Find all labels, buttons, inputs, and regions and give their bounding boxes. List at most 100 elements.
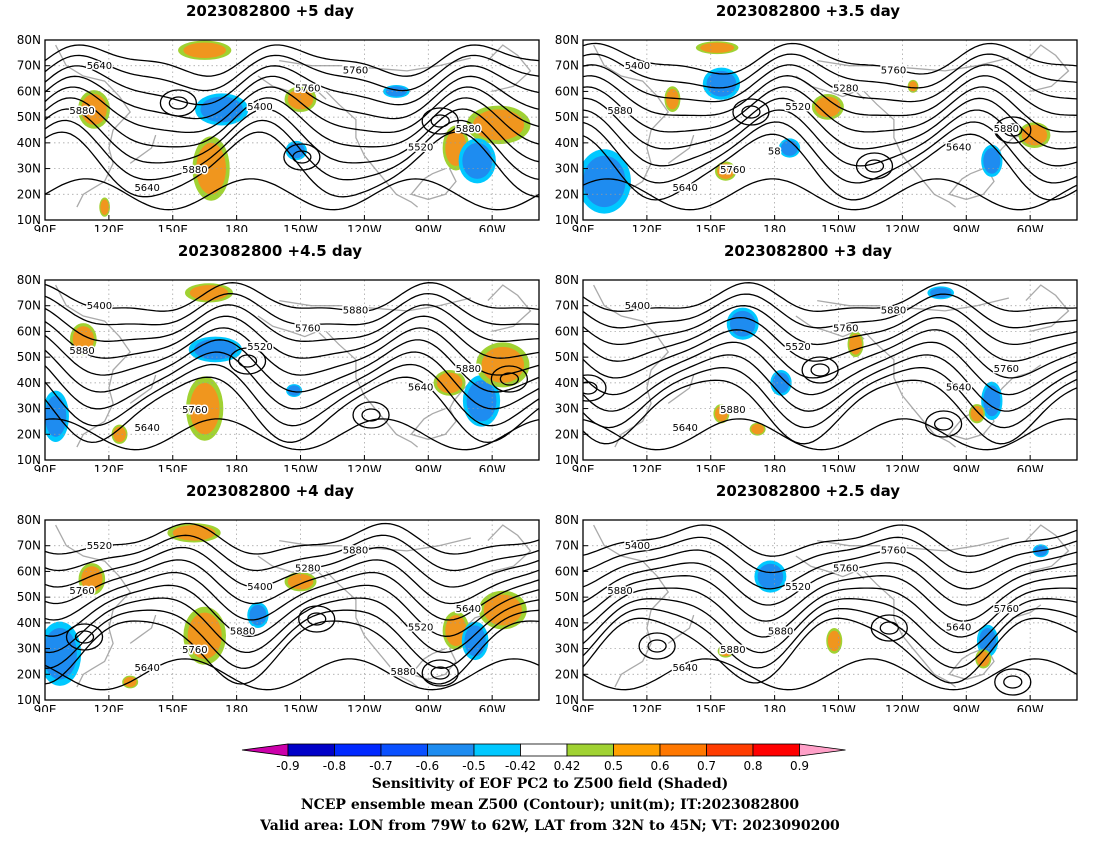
- coastline: [1025, 44, 1070, 93]
- z500-contour: [583, 293, 1077, 329]
- lat-tick-label: 70N: [555, 299, 579, 313]
- lon-tick-label: 180: [763, 703, 786, 712]
- positive-sensitivity: [113, 426, 126, 442]
- lon-tick-label: 90E: [34, 463, 57, 472]
- z500-contour: [583, 575, 1077, 622]
- caption-line-1: Sensitivity of EOF PC2 to Z500 field (Sh…: [371, 776, 729, 792]
- closed-contour: [994, 116, 1032, 144]
- lon-tick-label: 150W: [821, 463, 856, 472]
- lat-tick-label: 50N: [555, 350, 579, 364]
- positive-sensitivity: [976, 651, 990, 667]
- contour-label: 5520: [87, 541, 112, 552]
- z500-contour: [45, 315, 539, 359]
- closed-contour: [583, 374, 607, 402]
- lat-tick-label: 50N: [17, 350, 41, 364]
- z500-contour: [45, 658, 539, 691]
- panel-title: 2023082800 +3 day: [724, 242, 892, 260]
- contour-label: 5520: [408, 622, 433, 633]
- contour-label: 5760: [295, 84, 320, 95]
- z500-contour: [45, 339, 539, 393]
- coastline: [948, 124, 1042, 201]
- closed-contour: [490, 365, 529, 393]
- positive-sensitivity: [970, 406, 984, 422]
- map-panel: 2023082800 +4.5 day 5400 5520 5640 5640 5760 5…: [0, 240, 540, 472]
- contour-label: 5640: [672, 183, 697, 194]
- z500-contour: [583, 354, 1077, 412]
- map-panel: 2023082800 +4 day 5520 5400 5520 5640 5280 564…: [0, 480, 540, 712]
- closed-contour: [870, 614, 908, 642]
- lon-tick-label: 180: [763, 223, 786, 232]
- lon-tick-label: 120W: [885, 703, 920, 712]
- lon-tick-label: 150E: [696, 223, 727, 232]
- colorbar-swatch: [752, 743, 800, 757]
- positive-sensitivity: [849, 334, 862, 355]
- z500-contour: [45, 54, 539, 92]
- z500-contour: [45, 571, 539, 621]
- colorbar-svg: -0.9 -0.8 -0.7 -0.6 -0.5 -0.42 0.42 0.5 0.6 0.7 0.…: [241, 743, 846, 773]
- lat-tick-label: 50N: [555, 110, 579, 124]
- contour-label: 5640: [134, 423, 159, 434]
- colorbar-label: 0.42: [554, 759, 581, 773]
- positive-sensitivity: [81, 566, 103, 592]
- contour-label: 5640: [946, 382, 971, 393]
- lat-tick-label: 10N: [555, 453, 579, 467]
- negative-sensitivity: [249, 604, 267, 626]
- closed-contour: [283, 143, 321, 171]
- z500-contour: [583, 524, 1077, 557]
- contour-label: 5760: [881, 545, 906, 556]
- coastline: [257, 315, 327, 340]
- contour-label: 5880: [456, 364, 481, 375]
- positive-sensitivity: [719, 646, 733, 657]
- positive-sensitivity: [717, 163, 735, 179]
- contour-label: 5520: [785, 342, 810, 353]
- closed-contour: [74, 630, 95, 644]
- contour-label: 5760: [833, 564, 858, 575]
- z500-contour: [583, 53, 1077, 89]
- lat-tick-label: 10N: [17, 453, 41, 467]
- positive-sensitivity: [1021, 124, 1048, 146]
- closed-contour: [855, 152, 894, 180]
- negative-sensitivity: [706, 70, 737, 97]
- closed-contour: [307, 612, 327, 626]
- contour-label: 5520: [247, 342, 272, 353]
- coastline: [55, 44, 132, 208]
- coastline: [667, 134, 695, 164]
- closed-contour: [933, 417, 954, 431]
- lat-tick-label: 60N: [555, 84, 579, 98]
- contour-label: 5520: [785, 102, 810, 113]
- contour-label: 5640: [672, 663, 697, 674]
- positive-sensitivity: [815, 96, 841, 118]
- lat-tick-label: 10N: [17, 693, 41, 707]
- contour-label: 5640: [456, 604, 481, 615]
- closed-contour: [879, 621, 899, 635]
- map-panel: 2023082800 +2.5 day 5400 5520 5640 5640 5760 5…: [538, 480, 1078, 712]
- lat-tick-label: 70N: [17, 539, 41, 553]
- contour-label: 58: [768, 147, 781, 158]
- lat-tick-label: 60N: [17, 564, 41, 578]
- contour-label: 5400: [87, 301, 112, 312]
- z500-contour: [45, 620, 539, 685]
- lat-tick-label: 30N: [555, 402, 579, 416]
- contour-label: 5880: [881, 305, 906, 316]
- z500-contour: [583, 598, 1077, 654]
- z500-contour: [45, 534, 539, 572]
- z500-contour: [583, 562, 1077, 606]
- map-canvas: 5400 5520 5640 5640 5760 5760 5880 5880 90E 120E 1…: [555, 273, 1078, 472]
- closed-contour: [583, 381, 598, 395]
- panel-title: 2023082800 +4.5 day: [177, 242, 363, 260]
- closed-contour: [352, 401, 390, 429]
- contour-label: 5400: [625, 541, 650, 552]
- positive-sensitivity: [100, 199, 109, 215]
- lon-tick-label: 90E: [572, 463, 595, 472]
- panel-title: 2023082800 +5 day: [186, 2, 354, 20]
- closed-contour: [864, 159, 885, 173]
- z500-contour: [583, 341, 1077, 396]
- colorbar-swatch: [334, 743, 382, 757]
- lon-tick-label: 120E: [94, 703, 125, 712]
- lat-tick-label: 60N: [17, 84, 41, 98]
- coastline: [487, 44, 532, 93]
- lon-tick-label: 60W: [1017, 463, 1044, 472]
- map-panel: 2023082800 +3.5 day 5400 5520 5640 5640 5280 5…: [538, 0, 1078, 232]
- z500-contour: [583, 305, 1077, 346]
